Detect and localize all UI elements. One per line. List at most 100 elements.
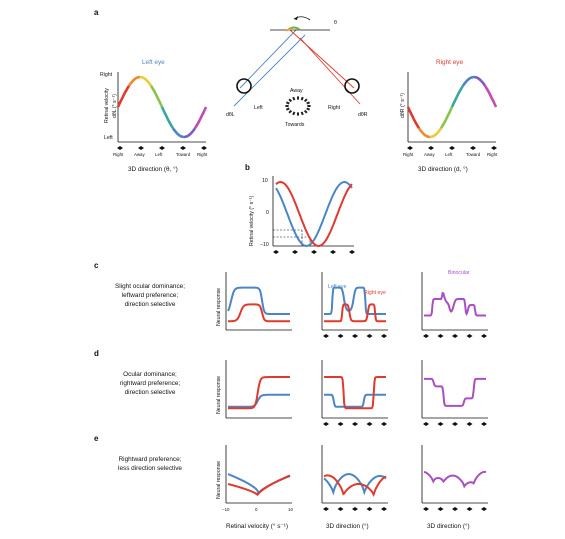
- direction-arrow: [285, 101, 290, 105]
- direction-glyph: [428, 146, 434, 150]
- direction-arrow: [306, 101, 311, 105]
- panel-label-d: d: [94, 349, 99, 358]
- row-e: Rightward preference; less direction sele…: [118, 445, 488, 512]
- left-direction-ticks: Right Away Left Toward Right: [113, 146, 208, 157]
- leftSine-segment: [127, 75, 141, 87]
- direction-arrow: [303, 98, 308, 103]
- binocular-curve: [424, 377, 486, 407]
- panel-b-left-eye-curve: [275, 180, 353, 248]
- row-description: leftward preference;: [122, 292, 179, 299]
- retinal-xtick: 0: [255, 507, 258, 512]
- direction-arrow: [300, 96, 304, 101]
- direction-arrow: [292, 111, 296, 116]
- panel-label-e: e: [94, 434, 99, 443]
- leftSine-segment: [116, 85, 131, 108]
- direction-arrow: [300, 111, 304, 116]
- direction-tick-label: Toward: [466, 152, 481, 157]
- rows-cde: Slight ocular dominance; leftward prefere…: [115, 270, 488, 512]
- retinal-xtick: 10: [288, 507, 293, 512]
- right-direction-ticks: Right Away Left Toward Right: [403, 146, 498, 157]
- leftSine-segment: [149, 85, 164, 108]
- left-eye-annotation: Left eye: [328, 284, 347, 290]
- direction-tick-label: Right: [403, 152, 414, 157]
- direction-glyph: [470, 146, 476, 150]
- 3d-direction-xlabel-middle: 3D direction (°): [326, 522, 369, 530]
- right-y-axis-symbol: dθR (° s⁻¹): [400, 93, 406, 118]
- 3d-direction-xlabel-right: 3D direction (°): [427, 522, 470, 530]
- panel-b-y-label: Retinal velocity (° s⁻¹): [249, 195, 255, 246]
- left-eye-curve: [228, 303, 290, 323]
- direction-tick-label: Left: [445, 152, 453, 157]
- direction-arrow: [307, 105, 311, 107]
- motion-arc-orange: [285, 28, 295, 32]
- right-eye-annotation: Right eye: [364, 290, 386, 296]
- direction-glyph: [437, 507, 444, 511]
- away-label: Away: [290, 88, 303, 94]
- left-eye-curve: [227, 474, 291, 496]
- row-c: Slight ocular dominance; leftward prefere…: [115, 270, 488, 338]
- direction-glyph: [481, 422, 487, 426]
- direction-glyph: [352, 422, 358, 426]
- direction-glyph: [452, 507, 458, 511]
- neural-response-ylabel: Neural response: [216, 376, 222, 414]
- row-description: less direction selective: [118, 465, 182, 472]
- direction-arrow: [297, 96, 299, 100]
- direction-glyph: [349, 250, 355, 254]
- direction-glyph: [366, 334, 373, 338]
- panel-a-geometry: θ dθL dθR Away Towards Left Right: [226, 16, 368, 128]
- binocular-curve: [423, 470, 487, 489]
- rightSine-segment: [429, 127, 443, 139]
- leftSine-segment: [160, 106, 175, 129]
- rightSine-segment: [473, 75, 487, 87]
- rightSine-segment: [439, 106, 454, 129]
- direction-tick-label: Right: [113, 152, 124, 157]
- rightSine-segment: [461, 75, 475, 87]
- theta-label: θ: [334, 20, 337, 26]
- direction-arrow: [288, 109, 293, 114]
- direction-glyph: [407, 146, 413, 150]
- d-theta-l-label: dθL: [226, 112, 235, 118]
- neural-response-ylabel: Neural response: [216, 461, 222, 499]
- direction-glyph: [423, 422, 429, 426]
- direction-arrow: [303, 109, 308, 114]
- direction-glyph: [449, 146, 455, 150]
- direction-glyph: [423, 507, 429, 511]
- direction-glyph: [466, 334, 473, 338]
- d-theta-r-label: dθR: [358, 112, 368, 118]
- retinal-xtick: −10: [222, 507, 230, 512]
- direction-glyph: [381, 334, 387, 338]
- left-eye-title: Left eye: [142, 59, 165, 66]
- row-description: Ocular dominance;: [123, 371, 177, 378]
- right-eye-icon: [344, 78, 360, 94]
- row-description: direction selective: [125, 301, 176, 308]
- direction-glyph: [180, 146, 186, 150]
- direction-wheel: [285, 96, 311, 116]
- left-eye-curve: [323, 474, 387, 497]
- direction-tick-label: Right: [487, 152, 498, 157]
- direction-glyph: [323, 334, 329, 338]
- left-y-axis-symbol: dθL (° s⁻¹): [112, 94, 118, 118]
- direction-tick-label: Toward: [176, 152, 191, 157]
- right-eye-title: Right eye: [436, 59, 463, 66]
- leftSine-segment: [183, 127, 197, 139]
- retinal-velocity-xlabel: Retinal velocity (° s⁻¹): [226, 522, 288, 530]
- direction-tick-label: Away: [134, 152, 145, 157]
- direction-glyph: [366, 507, 373, 511]
- direction-glyph: [330, 250, 336, 254]
- panel-label-b: b: [245, 163, 250, 172]
- panel-a-left-plot: Left eye Right Left Retinal velocity dθL…: [100, 59, 208, 173]
- row-d: Ocular dominance; rightward preference; di…: [120, 360, 488, 426]
- direction-glyph: [481, 507, 487, 511]
- panel-b-ytick-neg10: −10: [260, 242, 269, 248]
- panel-label-c: c: [94, 261, 99, 270]
- row-description: direction selective: [125, 389, 176, 396]
- direction-arrow: [285, 105, 289, 107]
- direction-glyph: [201, 146, 207, 150]
- rightSine-segment: [483, 85, 498, 108]
- panel-b-direction-ticks: [273, 250, 355, 254]
- left-eye-curve: [324, 376, 386, 410]
- right-eye-curve: [323, 473, 387, 496]
- left-eye-ray-2: [233, 34, 306, 107]
- direction-glyph: [138, 146, 144, 150]
